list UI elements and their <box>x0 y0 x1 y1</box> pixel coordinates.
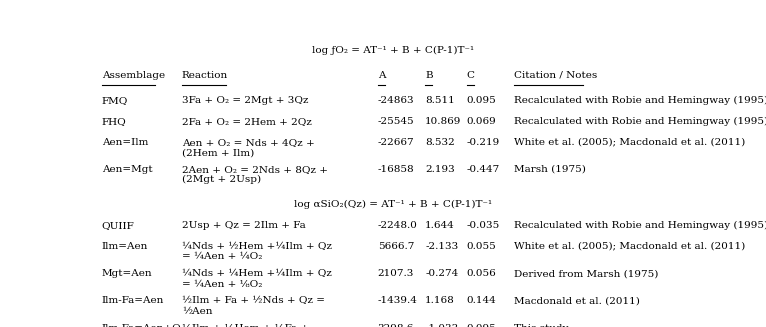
Text: ¼Nds + ¼Hem +¼Ilm + Qz
= ¼Aen + ⅛O₂: ¼Nds + ¼Hem +¼Ilm + Qz = ¼Aen + ⅛O₂ <box>182 269 332 288</box>
Text: Ilm-Fa=Aen+O₂: Ilm-Fa=Aen+O₂ <box>102 323 185 327</box>
Text: -22667: -22667 <box>378 138 414 147</box>
Text: QUIIF: QUIIF <box>102 221 135 230</box>
Text: C: C <box>466 71 475 80</box>
Text: log ƒO₂ = AT⁻¹ + B + C(P-1)T⁻¹: log ƒO₂ = AT⁻¹ + B + C(P-1)T⁻¹ <box>312 45 473 55</box>
Text: 0.069: 0.069 <box>466 117 496 126</box>
Text: -1.033: -1.033 <box>425 323 459 327</box>
Text: ½Ilm + Fa + ½Nds + Qz =
½Aen: ½Ilm + Fa + ½Nds + Qz = ½Aen <box>182 296 325 316</box>
Text: 5666.7: 5666.7 <box>378 242 414 251</box>
Text: 2107.3: 2107.3 <box>378 269 414 278</box>
Text: Aen + O₂ = Nds + 4Qz +
(2Hem + Ilm): Aen + O₂ = Nds + 4Qz + (2Hem + Ilm) <box>182 138 315 157</box>
Text: Ilm=Aen: Ilm=Aen <box>102 242 148 251</box>
Text: -0.219: -0.219 <box>466 138 500 147</box>
Text: 0.095: 0.095 <box>466 96 496 105</box>
Text: 2Aen + O₂ = 2Nds + 8Qz +
(2Mgt + 2Usp): 2Aen + O₂ = 2Nds + 8Qz + (2Mgt + 2Usp) <box>182 165 328 184</box>
Text: -2.133: -2.133 <box>425 242 459 251</box>
Text: -16858: -16858 <box>378 165 414 174</box>
Text: Ilm-Fa=Aen: Ilm-Fa=Aen <box>102 296 164 305</box>
Text: 0.095: 0.095 <box>466 323 496 327</box>
Text: Assemblage: Assemblage <box>102 71 165 80</box>
Text: Derived from Marsh (1975): Derived from Marsh (1975) <box>514 269 659 278</box>
Text: Recalculated with Robie and Hemingway (1995): Recalculated with Robie and Hemingway (1… <box>514 96 766 105</box>
Text: 10.869: 10.869 <box>425 117 462 126</box>
Text: A: A <box>378 71 385 80</box>
Text: This study: This study <box>514 323 568 327</box>
Text: 2Usp + Qz = 2Ilm + Fa: 2Usp + Qz = 2Ilm + Fa <box>182 221 306 230</box>
Text: log αSiO₂(Qz) = AT⁻¹ + B + C(P-1)T⁻¹: log αSiO₂(Qz) = AT⁻¹ + B + C(P-1)T⁻¹ <box>293 199 492 209</box>
Text: ¼Nds + ½Hem +¼Ilm + Qz
= ¼Aen + ¼O₂: ¼Nds + ½Hem +¼Ilm + Qz = ¼Aen + ¼O₂ <box>182 242 332 261</box>
Text: Aen=Ilm: Aen=Ilm <box>102 138 148 147</box>
Text: White et al. (2005); Macdonald et al. (2011): White et al. (2005); Macdonald et al. (2… <box>514 242 745 251</box>
Text: Aen=Mgt: Aen=Mgt <box>102 165 152 174</box>
Text: ⅓Ilm + ⅓Hem + ⅓Fa +
¼Nds + Qz = ¼Aen + ⅛O₂: ⅓Ilm + ⅓Hem + ⅓Fa + ¼Nds + Qz = ¼Aen + ⅛… <box>182 323 326 327</box>
Text: 0.056: 0.056 <box>466 269 496 278</box>
Text: -1439.4: -1439.4 <box>378 296 417 305</box>
Text: 2Fa + O₂ = 2Hem + 2Qz: 2Fa + O₂ = 2Hem + 2Qz <box>182 117 312 126</box>
Text: B: B <box>425 71 433 80</box>
Text: 3298.6: 3298.6 <box>378 323 414 327</box>
Text: -0.447: -0.447 <box>466 165 500 174</box>
Text: Recalculated with Robie and Hemingway (1995): Recalculated with Robie and Hemingway (1… <box>514 221 766 230</box>
Text: FHQ: FHQ <box>102 117 126 126</box>
Text: 3Fa + O₂ = 2Mgt + 3Qz: 3Fa + O₂ = 2Mgt + 3Qz <box>182 96 309 105</box>
Text: -0.274: -0.274 <box>425 269 459 278</box>
Text: -24863: -24863 <box>378 96 414 105</box>
Text: Macdonald et al. (2011): Macdonald et al. (2011) <box>514 296 640 305</box>
Text: 0.055: 0.055 <box>466 242 496 251</box>
Text: Recalculated with Robie and Hemingway (1995): Recalculated with Robie and Hemingway (1… <box>514 117 766 126</box>
Text: FMQ: FMQ <box>102 96 128 105</box>
Text: 1.644: 1.644 <box>425 221 455 230</box>
Text: -25545: -25545 <box>378 117 414 126</box>
Text: Reaction: Reaction <box>182 71 228 80</box>
Text: 2.193: 2.193 <box>425 165 455 174</box>
Text: White et al. (2005); Macdonald et al. (2011): White et al. (2005); Macdonald et al. (2… <box>514 138 745 147</box>
Text: 8.511: 8.511 <box>425 96 455 105</box>
Text: Mgt=Aen: Mgt=Aen <box>102 269 152 278</box>
Text: Citation / Notes: Citation / Notes <box>514 71 597 80</box>
Text: 1.168: 1.168 <box>425 296 455 305</box>
Text: 0.144: 0.144 <box>466 296 496 305</box>
Text: -2248.0: -2248.0 <box>378 221 417 230</box>
Text: Marsh (1975): Marsh (1975) <box>514 165 586 174</box>
Text: 8.532: 8.532 <box>425 138 455 147</box>
Text: -0.035: -0.035 <box>466 221 500 230</box>
